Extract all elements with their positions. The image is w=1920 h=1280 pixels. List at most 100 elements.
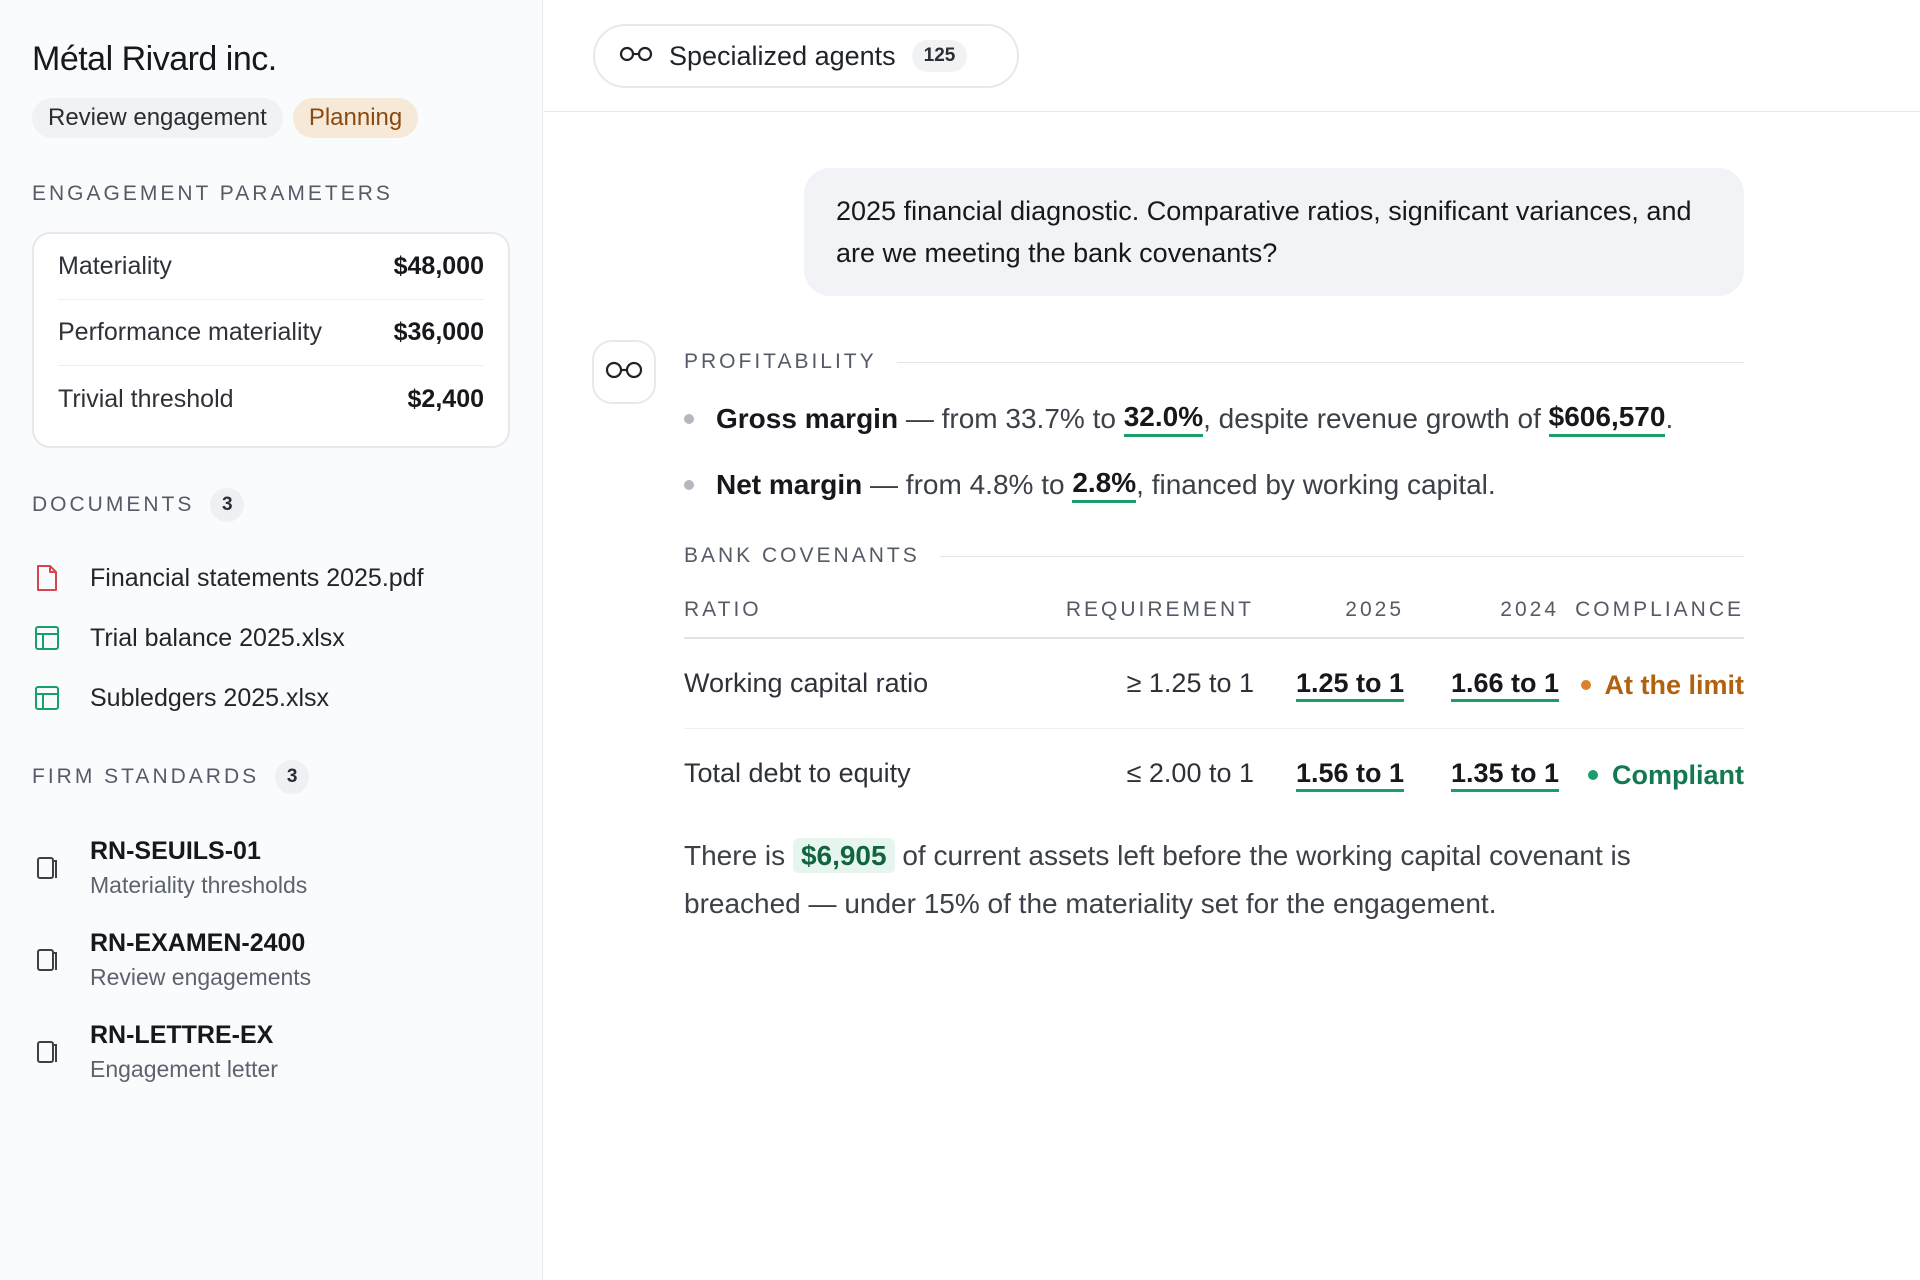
phase-tag: Planning xyxy=(292,98,419,138)
param-label: Materiality xyxy=(58,252,172,280)
document-item[interactable]: Financial statements 2025.pdf xyxy=(32,548,510,608)
parameters-heading-label: ENGAGEMENT PARAMETERS xyxy=(32,182,393,205)
ratio-name: Total debt to equity xyxy=(684,757,911,788)
text-segment: There is xyxy=(684,840,793,871)
column-header: COMPLIANCE xyxy=(1559,582,1744,639)
conclusion-text: There is $6,905 of current assets left b… xyxy=(684,832,1744,928)
documents-heading: DOCUMENTS 3 xyxy=(32,488,245,522)
column-header: REQUIREMENT xyxy=(1014,582,1254,639)
standard-description: Materiality thresholds xyxy=(90,872,308,898)
document-icon xyxy=(32,853,62,883)
value-2024: 1.66 to 1 xyxy=(1450,667,1559,702)
status-dot xyxy=(1588,770,1598,780)
engagement-tags: Review engagement Planning xyxy=(32,98,419,138)
status-label: At the limit xyxy=(1604,669,1745,700)
document-name: Subledgers 2025.xlsx xyxy=(90,683,330,712)
covenants-table: RATIO REQUIREMENT 2025 2024 COMPLIANCE W… xyxy=(684,582,1744,818)
text-segment: , despite revenue growth of xyxy=(1203,403,1549,434)
document-item[interactable]: Subledgers 2025.xlsx xyxy=(32,668,510,728)
highlighted-value: $606,570 xyxy=(1548,401,1666,437)
standard-text: RN-LETTRE-EX Engagement letter xyxy=(90,1018,278,1086)
param-row-performance-materiality: Performance materiality $36,000 xyxy=(58,300,484,366)
standard-description: Engagement letter xyxy=(90,1056,278,1082)
param-value: $36,000 xyxy=(393,318,484,346)
agents-label: Specialized agents xyxy=(669,40,896,71)
list-item-net-margin: Net margin — from 4.8% to 2.8%, financed… xyxy=(684,452,1744,518)
agent-response: PROFITABILITY Gross margin — from 33.7% … xyxy=(684,350,1744,928)
requirement: ≤ 2.00 to 1 xyxy=(1126,757,1254,788)
documents-list: Financial statements 2025.pdf Trial bala… xyxy=(32,548,510,728)
standard-text: RN-EXAMEN-2400 Review engagements xyxy=(90,926,311,994)
document-name: Trial balance 2025.xlsx xyxy=(90,623,345,652)
text-segment: . xyxy=(1665,403,1674,434)
standards-heading: FIRM STANDARDS 3 xyxy=(32,760,310,794)
compliance-cell: Compliant xyxy=(1559,728,1744,818)
status-dot xyxy=(1580,680,1591,690)
bullet-dot xyxy=(684,414,694,424)
documents-count-badge: 3 xyxy=(210,488,245,522)
covenants-heading: BANK COVENANTS xyxy=(684,544,1744,568)
param-label: Trivial threshold xyxy=(58,384,234,413)
metric-label: Net margin xyxy=(716,469,863,500)
standard-item[interactable]: RN-LETTRE-EX Engagement letter xyxy=(32,1006,510,1098)
standard-code: RN-LETTRE-EX xyxy=(90,1021,274,1049)
pdf-file-icon xyxy=(32,563,62,593)
column-header: 2024 xyxy=(1404,582,1559,639)
divider xyxy=(939,555,1744,557)
parameters-card: Materiality $48,000 Performance material… xyxy=(32,232,510,448)
standard-text: RN-SEUILS-01 Materiality thresholds xyxy=(90,834,307,902)
engagement-type-tag: Review engagement xyxy=(32,98,283,138)
ratio-name: Working capital ratio xyxy=(684,638,1014,729)
value-2024-cell: 1.66 to 1 xyxy=(1404,638,1559,729)
value-2025-cell: 1.25 to 1 xyxy=(1254,638,1404,729)
table-row: Working capital ratio ≥ 1.25 to 1 1.25 t… xyxy=(684,638,1745,729)
highlighted-amount: $6,905 xyxy=(792,838,895,873)
standard-description: Review engagements xyxy=(90,964,312,990)
value-2025: 1.25 to 1 xyxy=(1295,667,1404,702)
agent-avatar xyxy=(592,340,656,404)
glasses-icon xyxy=(619,45,653,68)
highlighted-value: 2.8% xyxy=(1072,467,1137,503)
standard-code: RN-SEUILS-01 xyxy=(90,837,261,865)
highlighted-value: 32.0% xyxy=(1123,401,1204,437)
spreadsheet-icon xyxy=(32,683,62,713)
standard-code: RN-EXAMEN-2400 xyxy=(90,929,306,957)
document-item[interactable]: Trial balance 2025.xlsx xyxy=(32,608,510,668)
list-item-gross-margin: Gross margin — from 33.7% to 32.0%, desp… xyxy=(684,386,1744,452)
text-segment: of current assets left before the workin… xyxy=(684,840,1631,919)
requirement: ≥ 1.25 to 1 xyxy=(1014,638,1254,729)
agents-count-badge: 125 xyxy=(911,40,968,72)
specialized-agents-button[interactable]: Specialized agents 125 xyxy=(593,24,1019,88)
table-row: Total debt to equity ≤ 2.00 to 1 1.56 to… xyxy=(684,728,1744,818)
status-badge: At the limit xyxy=(1580,669,1745,701)
standard-item[interactable]: RN-EXAMEN-2400 Review engagements xyxy=(32,914,510,1006)
documents-heading-label: DOCUMENTS xyxy=(32,493,195,516)
value-2024-cell: 1.35 to 1 xyxy=(1404,728,1559,818)
document-icon xyxy=(32,945,62,975)
param-row-trivial-threshold: Trivial threshold $2,400 xyxy=(58,366,484,432)
top-bar: Specialized agents 125 xyxy=(544,0,1920,112)
param-row-materiality: Materiality $48,000 xyxy=(58,234,484,300)
parameters-heading: ENGAGEMENT PARAMETERS xyxy=(32,182,393,206)
text-segment: — from 4.8% to xyxy=(862,469,1073,500)
standard-item[interactable]: RN-SEUILS-01 Materiality thresholds xyxy=(32,822,510,914)
param-value: $2,400 xyxy=(407,384,484,413)
divider xyxy=(896,361,1744,363)
company-name: Métal Rivard inc. xyxy=(32,40,277,78)
value-2025: 1.56 to 1 xyxy=(1295,757,1404,792)
standards-list: RN-SEUILS-01 Materiality thresholds RN-E… xyxy=(32,822,510,1098)
profitability-list: Gross margin — from 33.7% to 32.0%, desp… xyxy=(684,386,1744,518)
standards-count-badge: 3 xyxy=(275,760,310,794)
bullet-dot xyxy=(684,480,694,490)
column-header: RATIO xyxy=(684,582,1014,639)
metric-label: Gross margin xyxy=(716,403,899,434)
spreadsheet-icon xyxy=(32,623,62,653)
document-name: Financial statements 2025.pdf xyxy=(90,563,424,592)
param-label: Performance materiality xyxy=(58,318,322,346)
profitability-heading: PROFITABILITY xyxy=(684,350,1744,374)
text-segment: , financed by working capital. xyxy=(1136,469,1496,500)
profitability-heading-label: PROFITABILITY xyxy=(684,350,877,373)
text-segment: — from 33.7% to xyxy=(898,403,1124,434)
compliance-cell: At the limit xyxy=(1559,638,1745,729)
status-label: Compliant xyxy=(1612,759,1744,790)
